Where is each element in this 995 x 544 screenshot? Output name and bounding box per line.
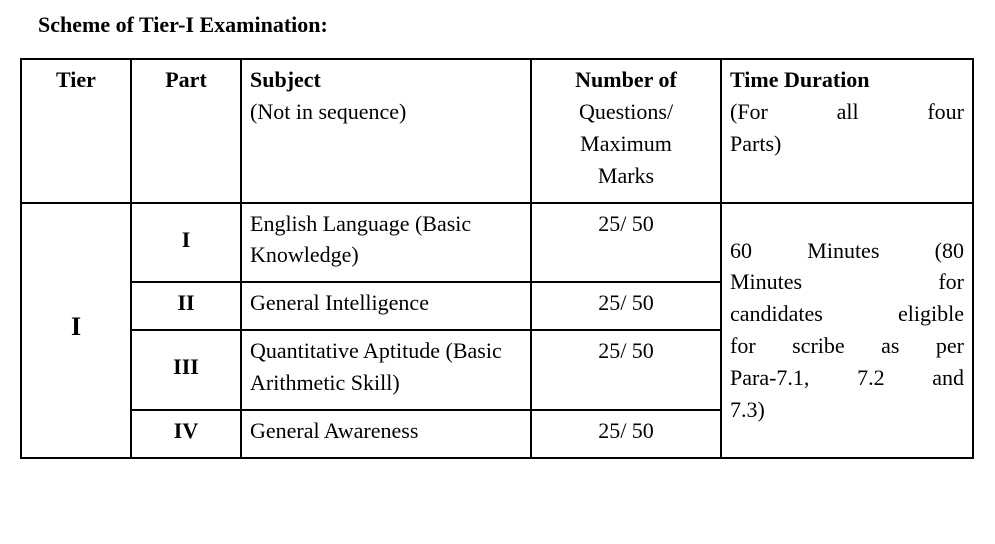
cell-questions: 25/ 50 [531, 410, 721, 458]
duration-line: 60 Minutes (80 [730, 238, 964, 263]
cell-duration: 60 Minutes (80 Minutes for candidates el… [721, 203, 973, 458]
cell-questions: 25/ 50 [531, 282, 721, 330]
header-questions-l2: Questions/ [540, 96, 712, 128]
exam-scheme-table: Tier Part Subject (Not in sequence) Numb… [20, 58, 974, 459]
header-questions-l3: Maximum [540, 128, 712, 160]
cell-part: III [131, 330, 241, 410]
header-questions-l4: Marks [540, 160, 712, 192]
cell-subject: General Intelligence [241, 282, 531, 330]
header-duration-sub-l2: Parts) [730, 128, 964, 160]
header-duration: Time Duration (For all four Parts) [721, 59, 973, 203]
table-header-row: Tier Part Subject (Not in sequence) Numb… [21, 59, 973, 203]
cell-subject: Quantitative Aptitude (Basic Arithmetic … [241, 330, 531, 410]
cell-subject: English Language (Basic Knowledge) [241, 203, 531, 283]
header-tier-label: Tier [56, 67, 96, 92]
header-part-label: Part [165, 67, 207, 92]
header-duration-label: Time Duration [730, 67, 870, 92]
header-questions: Number of Questions/ Maximum Marks [531, 59, 721, 203]
duration-line: candidates eligible [730, 301, 964, 326]
header-tier: Tier [21, 59, 131, 203]
duration-line: for scribe as per [730, 333, 964, 358]
header-questions-l1: Number of [575, 67, 677, 92]
header-subject-sub: (Not in sequence) [250, 96, 522, 128]
duration-line: 7.3) [730, 394, 964, 426]
duration-line: Minutes for [730, 269, 964, 294]
cell-part: IV [131, 410, 241, 458]
cell-questions: 25/ 50 [531, 330, 721, 410]
header-part: Part [131, 59, 241, 203]
header-subject-label: Subject [250, 67, 321, 92]
cell-subject: General Awareness [241, 410, 531, 458]
duration-line: Para-7.1, 7.2 and [730, 365, 964, 390]
table-row: I I English Language (Basic Knowledge) 2… [21, 203, 973, 283]
cell-part: II [131, 282, 241, 330]
header-subject: Subject (Not in sequence) [241, 59, 531, 203]
header-duration-sub-l1: (For all four [730, 96, 964, 128]
cell-part: I [131, 203, 241, 283]
cell-tier: I [21, 203, 131, 458]
page-heading: Scheme of Tier-I Examination: [38, 12, 975, 38]
cell-questions: 25/ 50 [531, 203, 721, 283]
